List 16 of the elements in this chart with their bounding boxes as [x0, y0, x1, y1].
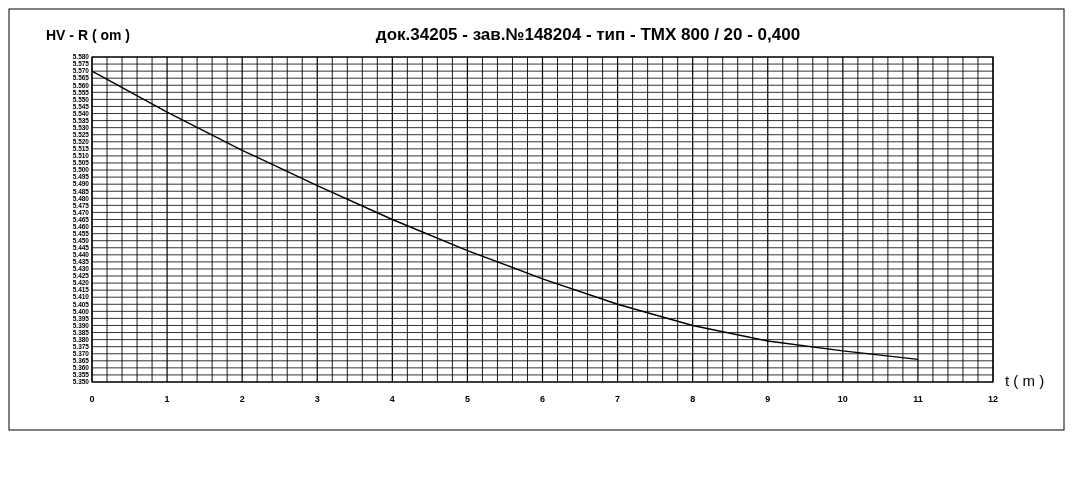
x-tick-label: 9 — [765, 394, 771, 404]
x-tick-label: 5 — [464, 394, 470, 404]
x-tick-label: 4 — [389, 394, 395, 404]
x-tick-label: 0 — [89, 394, 95, 404]
x-axis-title: t ( m ) — [1005, 372, 1045, 389]
x-tick-label: 8 — [690, 394, 696, 404]
x-tick-label: 11 — [913, 394, 923, 404]
x-tick-label: 3 — [314, 394, 320, 404]
x-tick-label: 10 — [837, 394, 848, 404]
chart-title: док.34205 - зав.№148204 - тип - ТМХ 800 / 20 - 0,400 — [375, 25, 801, 44]
x-tick-label: 6 — [539, 394, 546, 404]
y-axis-title: HV - R ( om ) — [46, 27, 130, 43]
x-tick-label: 7 — [615, 394, 621, 404]
x-tick-label: 12 — [987, 394, 999, 404]
x-tick-label: 1 — [164, 394, 170, 404]
x-tick-label: 2 — [239, 394, 245, 404]
